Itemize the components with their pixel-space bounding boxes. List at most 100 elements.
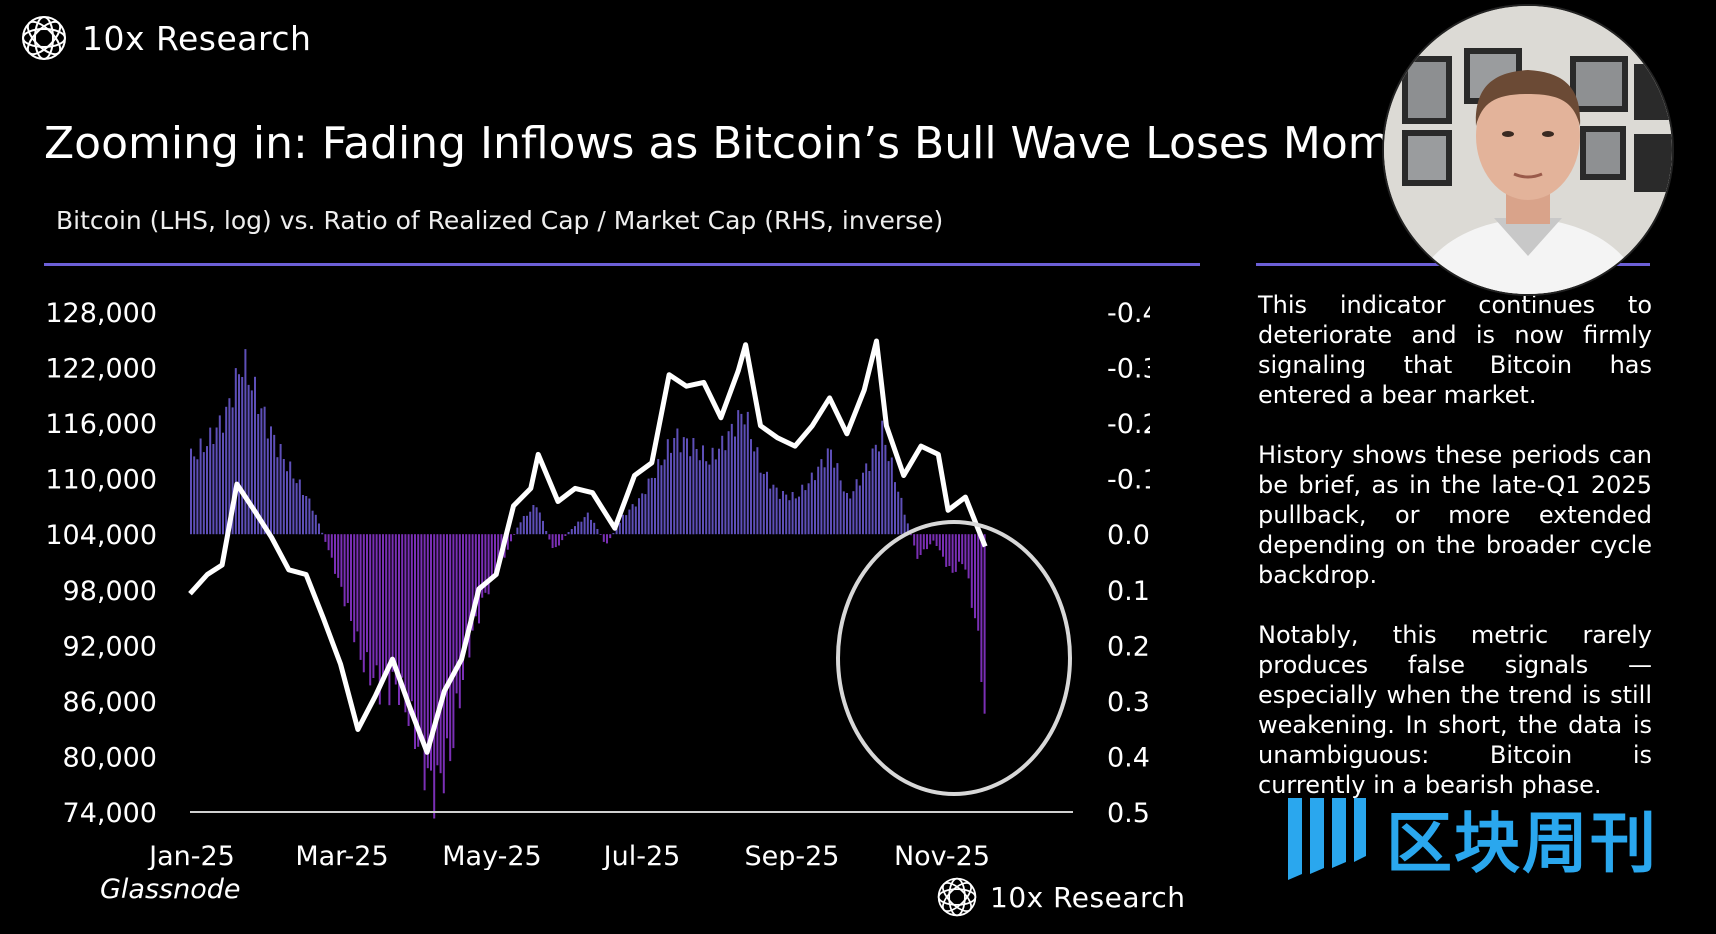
ratio-bar xyxy=(772,484,775,535)
ratio-bar xyxy=(519,522,522,535)
ratio-bar xyxy=(762,474,765,535)
right-tick-label: -0.3 xyxy=(1107,354,1150,385)
commentary: This indicator continues to deteriorate … xyxy=(1258,290,1652,830)
ratio-bar xyxy=(932,534,935,541)
ratio-bar xyxy=(839,480,842,535)
x-tick-label: Sep-25 xyxy=(745,841,840,870)
ratio-bar xyxy=(241,377,244,535)
ratio-bar xyxy=(497,534,500,572)
ratio-bar xyxy=(660,465,663,535)
ratio-bar xyxy=(561,534,564,541)
ratio-bar xyxy=(231,407,234,535)
ratio-bar xyxy=(711,447,714,535)
ratio-bar xyxy=(718,448,720,535)
ratio-bar xyxy=(964,534,967,570)
ratio-bar xyxy=(465,534,468,646)
highlight-circle xyxy=(836,520,1072,796)
ratio-bar xyxy=(916,534,919,559)
ratio-bar xyxy=(314,514,317,535)
ratio-bar xyxy=(260,408,263,535)
ratio-bar xyxy=(545,531,548,535)
ratio-bar xyxy=(529,511,532,535)
ratio-bar xyxy=(218,415,221,535)
ratio-bar xyxy=(676,428,679,535)
ratio-bar xyxy=(247,384,250,535)
chart-divider xyxy=(44,263,1200,266)
ratio-bar xyxy=(334,534,336,574)
ratio-bar xyxy=(388,534,391,706)
ratio-bar xyxy=(350,534,352,621)
ratio-bar xyxy=(330,534,333,558)
chart-subtitle: Bitcoin (LHS, log) vs. Ratio of Realized… xyxy=(56,206,944,235)
ratio-bar xyxy=(295,483,298,535)
ratio-bar xyxy=(753,451,756,535)
ratio-bar xyxy=(484,534,487,593)
ratio-bar xyxy=(807,483,810,535)
ratio-bar xyxy=(193,456,196,535)
ratio-bar xyxy=(724,450,727,535)
ratio-bar xyxy=(196,459,199,535)
watermark: 区块周刊 xyxy=(1278,790,1658,886)
ratio-bar xyxy=(638,498,640,535)
ratio-bar xyxy=(554,534,557,548)
ratio-bar xyxy=(644,494,647,535)
ratio-bar xyxy=(913,534,916,546)
ratio-bar xyxy=(362,534,365,673)
ratio-bar xyxy=(887,461,890,535)
ratio-bar xyxy=(593,522,596,535)
ratio-bar xyxy=(564,534,567,536)
ratio-bar xyxy=(673,438,676,535)
ratio-bar xyxy=(650,477,653,535)
ratio-bar xyxy=(567,532,570,535)
x-tick-label: Jan-25 xyxy=(147,841,235,870)
ratio-bar xyxy=(580,521,583,535)
bitcoin-price-line xyxy=(188,338,988,755)
left-tick-label: 74,000 xyxy=(63,798,157,829)
ratio-bar xyxy=(276,457,279,535)
ratio-bar xyxy=(202,452,205,535)
ratio-bar xyxy=(980,534,983,682)
ratio-bar xyxy=(583,517,586,535)
ratio-bar xyxy=(286,471,288,535)
ratio-bar xyxy=(394,534,397,685)
ratio-bar xyxy=(708,464,711,535)
ratio-bar xyxy=(215,427,218,535)
ratio-bar xyxy=(961,534,964,565)
ratio-bar xyxy=(647,478,650,535)
ratio-bar xyxy=(865,463,868,535)
ratio-bar xyxy=(391,534,394,672)
ratio-bar xyxy=(452,534,455,749)
ratio-bar xyxy=(410,534,413,702)
ratio-bar xyxy=(522,516,525,535)
ratio-bar xyxy=(836,463,839,535)
ratio-bar xyxy=(282,459,285,535)
ratio-bar xyxy=(855,479,858,535)
left-tick-label: 104,000 xyxy=(45,520,157,551)
ratio-bar xyxy=(212,444,215,535)
ratio-bar xyxy=(929,534,932,545)
ratio-bar xyxy=(654,478,656,535)
ratio-bar xyxy=(631,504,634,535)
ratio-bar xyxy=(935,534,938,546)
ratio-bar xyxy=(910,534,912,536)
commentary-paragraph: Notably, this metric rarely produces fal… xyxy=(1258,621,1652,799)
ratio-bar xyxy=(225,406,228,535)
ratio-bar xyxy=(727,431,730,535)
ratio-bar xyxy=(382,534,384,680)
ratio-bar xyxy=(254,376,256,535)
ratio-bar xyxy=(884,444,887,535)
ratio-bar xyxy=(903,514,906,535)
ratio-bar xyxy=(250,390,253,535)
ratio-bar xyxy=(346,534,349,603)
ratio-bar xyxy=(510,534,512,542)
right-tick-label: -0.1 xyxy=(1107,465,1150,496)
ratio-bar xyxy=(401,534,404,678)
ratio-bar xyxy=(206,446,208,535)
ratio-bar xyxy=(826,448,829,535)
ratio-bar xyxy=(798,496,800,535)
ratio-bar xyxy=(356,534,359,632)
ratio-bar xyxy=(532,505,535,535)
ratio-bar xyxy=(702,445,704,535)
ratio-bar xyxy=(714,459,717,535)
ratio-bar xyxy=(970,534,973,608)
